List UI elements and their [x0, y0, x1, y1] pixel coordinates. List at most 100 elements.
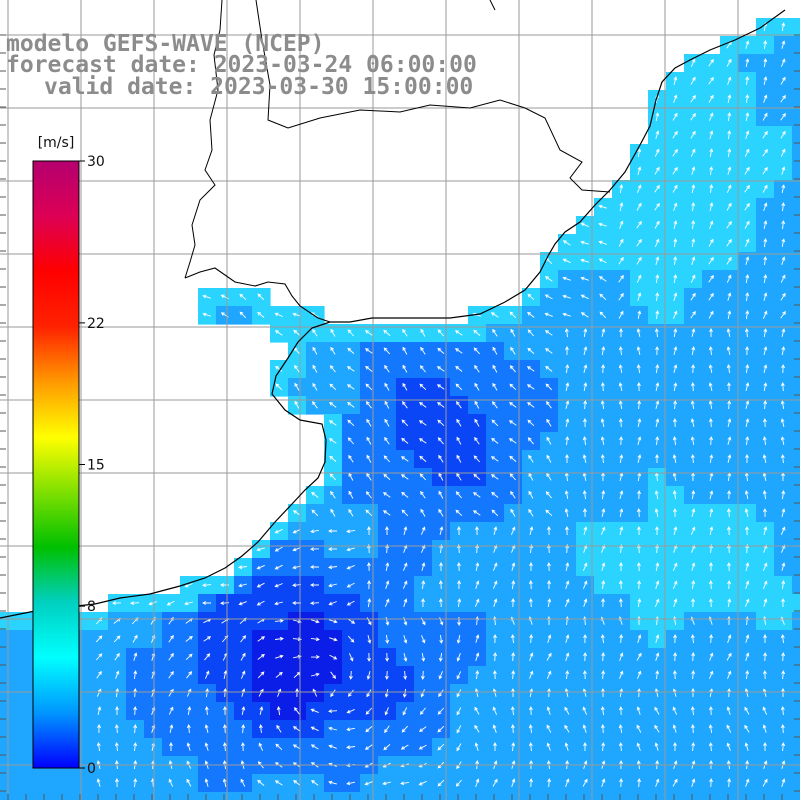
wind-arrow — [511, 562, 516, 571]
wind-arrow — [492, 328, 498, 337]
wind-arrow — [619, 526, 624, 536]
wind-arrow — [726, 652, 732, 661]
wind-arrow — [294, 364, 300, 373]
wind-arrow — [691, 562, 696, 571]
wind-cell — [792, 36, 800, 55]
wind-cell — [792, 738, 800, 757]
wind-arrow — [365, 509, 373, 517]
wind-arrow — [654, 724, 660, 733]
wind-cell — [792, 270, 800, 289]
wind-arrow — [366, 670, 371, 680]
wind-cell — [18, 738, 37, 757]
wind-cell — [792, 360, 800, 379]
wind-arrow — [492, 580, 498, 589]
wind-arrow — [492, 706, 498, 715]
wind-cell — [792, 630, 800, 649]
wind-arrow — [257, 653, 265, 660]
wind-cell — [180, 792, 199, 800]
wind-arrow — [763, 742, 767, 751]
wind-arrow — [655, 418, 660, 428]
wind-arrow — [763, 202, 768, 211]
wind-cell — [216, 792, 235, 800]
wind-arrow — [204, 724, 209, 734]
wind-arrow — [419, 402, 427, 408]
wind-arrow — [673, 400, 678, 410]
wind-arrow — [456, 653, 461, 662]
wind-arrow — [565, 526, 569, 536]
wind-arrow — [709, 634, 714, 644]
wind-arrow — [601, 670, 606, 680]
wind-arrow — [400, 744, 409, 750]
wind-arrow — [654, 706, 660, 715]
wind-arrow — [618, 724, 623, 733]
wind-arrow — [637, 526, 641, 536]
wind-arrow — [691, 184, 696, 193]
wind-arrow — [673, 346, 678, 356]
wind-arrow — [346, 547, 355, 552]
wind-arrow — [709, 220, 714, 229]
wind-arrow — [240, 778, 246, 787]
wind-arrow — [330, 508, 336, 517]
wind-arrow — [582, 724, 587, 733]
wind-arrow — [600, 634, 605, 644]
wind-arrow — [583, 742, 587, 751]
wind-arrow — [365, 365, 373, 372]
river-plate-shore — [184, 267, 331, 323]
wind-arrow — [562, 276, 571, 281]
wind-arrow — [347, 329, 355, 337]
wind-arrow — [565, 580, 570, 589]
wind-arrow — [546, 652, 552, 661]
wind-arrow — [726, 346, 731, 356]
wind-arrow — [186, 778, 192, 787]
wind-arrow — [672, 580, 678, 589]
wind-arrow — [781, 778, 786, 787]
wind-arrow — [583, 328, 588, 337]
wind-arrow — [508, 420, 517, 426]
wind-arrow — [367, 598, 372, 608]
wind-arrow — [672, 490, 677, 500]
wind-arrow — [727, 382, 731, 392]
wind-arrow — [672, 418, 677, 428]
wind-arrow — [690, 454, 695, 464]
wind-arrow — [580, 258, 589, 263]
wind-arrow — [619, 184, 624, 194]
wind-arrow — [330, 490, 336, 499]
title-valid-date: valid date: 2023-03-30 15:00:00 — [44, 74, 474, 100]
wind-arrow — [763, 94, 768, 103]
wind-arrow — [637, 454, 642, 464]
wind-arrow — [418, 780, 427, 786]
wind-arrow — [328, 529, 337, 533]
wind-arrow — [509, 473, 517, 481]
wind-arrow — [601, 778, 606, 787]
wind-arrow — [275, 671, 283, 678]
wind-cell — [324, 792, 343, 800]
wind-arrow — [491, 491, 499, 498]
wind-arrow — [762, 184, 768, 193]
wind-arrow — [346, 582, 355, 588]
wind-arrow — [673, 652, 678, 662]
wind-arrow — [580, 294, 589, 300]
wind-arrow — [346, 600, 355, 606]
wind-arrow — [564, 742, 569, 751]
wind-arrow — [781, 346, 786, 355]
wind-arrow — [436, 366, 445, 372]
wind-arrow — [385, 562, 390, 571]
wind-arrow — [419, 455, 427, 462]
wind-arrow — [691, 742, 696, 752]
wind-arrow — [601, 508, 606, 518]
wind-arrow — [511, 544, 516, 553]
wind-arrow — [546, 472, 552, 481]
wind-arrow — [419, 383, 427, 391]
colorbar-frame — [32, 160, 80, 769]
wind-arrow — [364, 781, 373, 786]
wind-arrow — [744, 238, 750, 247]
wind-cell — [198, 792, 217, 800]
wind-cell — [18, 648, 37, 667]
wind-arrow — [402, 382, 408, 391]
wind-arrow — [655, 130, 660, 139]
wind-arrow — [455, 383, 463, 391]
wind-arrow — [654, 184, 660, 193]
wind-arrow — [580, 222, 589, 228]
wind-arrow — [97, 724, 101, 734]
wind-arrow — [690, 436, 695, 445]
